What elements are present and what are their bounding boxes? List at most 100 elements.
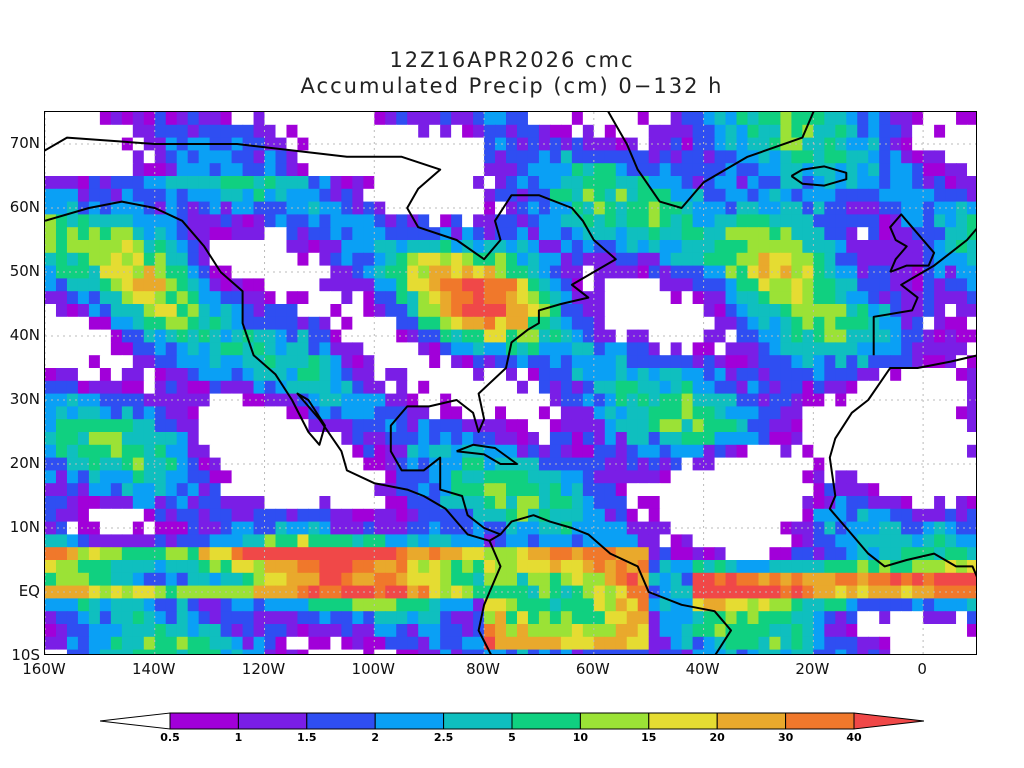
precip-cell <box>143 150 156 164</box>
precip-cell <box>165 150 178 164</box>
precip-cell <box>571 188 584 203</box>
precip-cell <box>253 342 266 356</box>
precip-cell <box>198 496 211 510</box>
precip-cell <box>593 611 606 625</box>
precip-cell <box>176 240 189 254</box>
precip-cell <box>967 572 976 587</box>
precip-cell <box>143 329 156 343</box>
precip-cell <box>747 598 760 612</box>
precip-cell <box>440 380 452 395</box>
precip-cell <box>538 534 551 548</box>
precip-cell <box>55 355 68 369</box>
precip-cell <box>802 624 814 638</box>
precip-cell <box>374 227 386 241</box>
precip-cell <box>901 342 913 356</box>
precip-cell <box>879 470 891 484</box>
precip-cell <box>747 214 760 228</box>
precip-cell <box>187 163 200 177</box>
precip-cell <box>352 406 364 420</box>
precip-cell <box>110 342 123 356</box>
precip-cell <box>780 380 792 395</box>
precip-cell <box>736 214 749 228</box>
precip-cell <box>923 611 935 625</box>
precip-cell <box>527 137 540 151</box>
precip-cell <box>451 316 463 331</box>
precip-cell <box>648 611 661 625</box>
precip-cell <box>802 112 814 126</box>
precip-cell <box>242 368 255 382</box>
precip-cell <box>396 188 408 203</box>
precip-cell <box>703 508 716 523</box>
precip-cell <box>341 508 353 523</box>
precip-cell <box>187 496 200 510</box>
precip-cell <box>670 227 683 241</box>
precip-cell <box>242 534 255 548</box>
precip-cell <box>824 393 836 407</box>
precip-cell <box>45 611 57 625</box>
precip-cell <box>736 432 749 446</box>
precip-cell <box>560 329 573 343</box>
precip-cell <box>110 380 123 395</box>
precip-cell <box>154 240 167 254</box>
precip-cell <box>615 598 628 612</box>
precip-cell <box>747 240 760 254</box>
precip-cell <box>143 112 156 126</box>
precip-cell <box>538 572 551 587</box>
precip-cell <box>198 124 211 139</box>
precip-cell <box>912 150 924 164</box>
precip-cell <box>132 368 145 382</box>
precip-cell <box>429 547 441 561</box>
precip-cell <box>209 214 222 228</box>
precip-cell <box>66 291 79 305</box>
precip-cell <box>462 521 474 535</box>
precip-cell <box>297 240 310 254</box>
precip-cell <box>45 432 57 446</box>
precip-cell <box>912 188 924 203</box>
precip-cell <box>835 214 847 228</box>
precip-cell <box>945 624 957 638</box>
precip-cell <box>154 534 167 548</box>
precip-cell <box>165 163 178 177</box>
precip-cell <box>187 432 200 446</box>
map-title: 12Z16APR2026 cmc <box>389 48 635 72</box>
precip-cell <box>121 124 134 139</box>
precip-cell <box>648 227 661 241</box>
precip-cell <box>560 304 573 318</box>
precip-cell <box>341 611 353 625</box>
precip-cell <box>484 240 496 254</box>
precip-cell <box>231 560 244 574</box>
precip-cell <box>451 380 463 395</box>
precip-cell <box>88 124 101 139</box>
precip-cell <box>407 342 419 356</box>
precip-cell <box>319 278 331 292</box>
precip-cell <box>231 470 244 484</box>
precip-cell <box>846 649 858 654</box>
precip-cell <box>154 214 167 228</box>
precip-cell <box>725 188 738 203</box>
precip-cell <box>275 291 288 305</box>
precip-cell <box>209 124 222 139</box>
precip-cell <box>846 419 858 433</box>
precip-cell <box>967 406 976 420</box>
precip-cell <box>77 304 90 318</box>
precip-cell <box>527 444 540 459</box>
precip-cell <box>615 291 628 305</box>
precip-cell <box>220 560 233 574</box>
precip-cell <box>615 124 628 139</box>
precip-cell <box>527 406 540 420</box>
precip-cell <box>121 227 134 241</box>
precip-cell <box>670 316 683 331</box>
precip-cell <box>824 368 836 382</box>
precip-cell <box>813 419 825 433</box>
precip-cell <box>615 611 628 625</box>
precip-cell <box>429 457 441 471</box>
precip-cell <box>440 508 452 523</box>
precip-cell <box>648 368 661 382</box>
precip-cell <box>88 611 101 625</box>
precip-cell <box>615 636 628 651</box>
precip-cell <box>538 291 551 305</box>
precip-cell <box>725 329 738 343</box>
precip-cell <box>385 137 397 151</box>
precip-cell <box>791 393 803 407</box>
precip-cell <box>857 316 869 331</box>
